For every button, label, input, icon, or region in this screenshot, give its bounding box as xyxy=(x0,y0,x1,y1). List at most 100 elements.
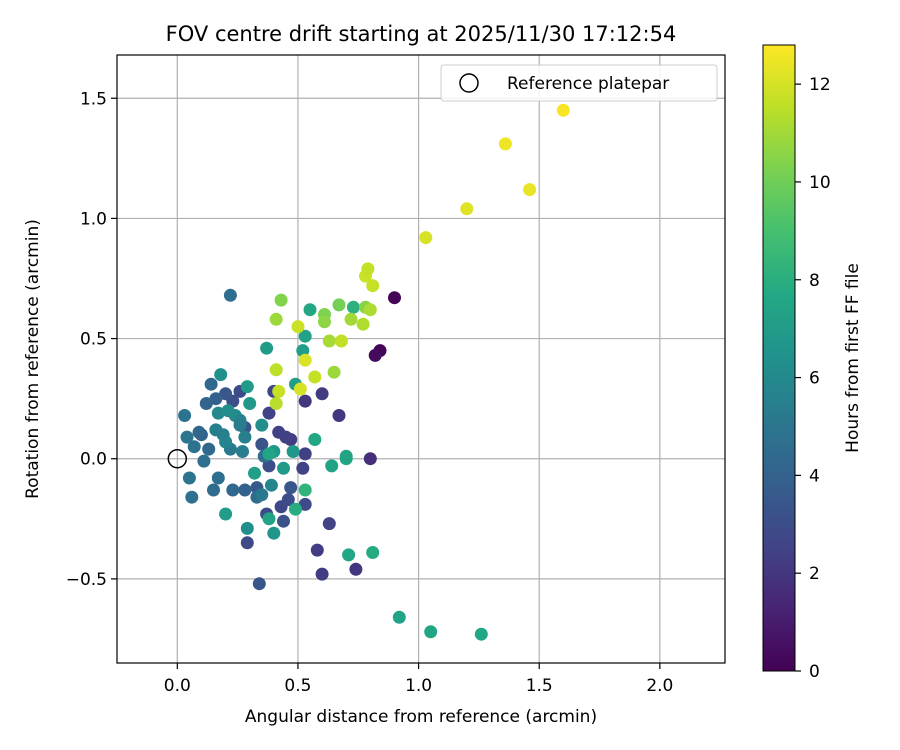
scatter-point xyxy=(460,202,474,216)
scatter-point xyxy=(207,483,220,497)
x-tick-label: 0.5 xyxy=(284,676,311,696)
plot-area: 0.0 0.5 1.0 1.5 2.0 −0.5 0.0 0.5 1.0 1.5 xyxy=(66,54,726,696)
colorbar-tick-label: 6 xyxy=(809,369,820,389)
scatter-point xyxy=(238,430,252,444)
chart-title: FOV centre drift starting at 2025/11/30 … xyxy=(166,22,677,46)
scatter-point xyxy=(392,610,406,624)
scatter-point xyxy=(344,312,358,326)
scatter-point xyxy=(419,231,433,245)
scatter-point xyxy=(238,483,252,497)
colorbar-tick-label: 2 xyxy=(809,564,820,584)
y-tick-label: 1.5 xyxy=(80,89,107,109)
x-axis-ticks: 0.0 0.5 1.0 1.5 2.0 xyxy=(164,663,673,696)
colorbar-tick-label: 10 xyxy=(809,173,831,193)
scatter-point xyxy=(274,293,288,307)
scatter-point xyxy=(322,517,336,531)
scatter-point xyxy=(272,384,286,398)
scatter-point xyxy=(204,377,218,391)
scatter-point xyxy=(327,365,341,379)
scatter-point xyxy=(293,382,307,396)
scatter-point xyxy=(277,461,290,475)
scatter-point xyxy=(197,454,211,468)
colorbar-tick-label: 8 xyxy=(809,271,820,291)
scatter-point xyxy=(356,317,370,331)
scatter-point xyxy=(291,320,305,334)
scatter-point xyxy=(349,562,363,576)
scatter-point xyxy=(240,380,254,394)
colorbar-label: Hours from first FF file xyxy=(843,263,863,453)
y-tick-label: −0.5 xyxy=(66,570,107,590)
scatter-point xyxy=(277,514,290,528)
scatter-point xyxy=(318,315,331,329)
scatter-point xyxy=(262,406,276,420)
colorbar-ticks: 0 2 4 6 8 10 12 xyxy=(795,75,831,682)
scatter-point xyxy=(366,279,380,293)
scatter-point xyxy=(298,353,312,367)
scatter-point xyxy=(281,493,295,507)
colorbar-tick-label: 12 xyxy=(809,75,831,95)
scatter-point xyxy=(388,291,401,305)
y-tick-label: 0.0 xyxy=(80,450,107,470)
scatter-point xyxy=(334,334,348,348)
scatter-point xyxy=(332,298,346,312)
scatter-point xyxy=(185,490,199,504)
scatter-point xyxy=(269,363,283,377)
scatter-point xyxy=(180,430,194,444)
x-axis-label: Angular distance from reference (arcmin) xyxy=(245,707,597,727)
y-axis-ticks: −0.5 0.0 0.5 1.0 1.5 xyxy=(66,89,117,590)
scatter-point xyxy=(199,397,213,410)
scatter-point xyxy=(474,627,488,641)
scatter-point xyxy=(262,512,276,526)
scatter-point xyxy=(226,483,240,497)
scatter-point xyxy=(192,425,206,439)
colorbar: 0 2 4 6 8 10 12 Hours from first FF file xyxy=(762,44,863,682)
scatter-point xyxy=(308,370,322,384)
scatter-point xyxy=(240,521,254,535)
scatter-point xyxy=(209,423,223,437)
scatter-point xyxy=(240,536,254,550)
scatter-point xyxy=(272,425,286,439)
y-tick-label: 1.0 xyxy=(80,209,107,229)
scatter-point xyxy=(303,303,317,317)
scatter-point xyxy=(308,433,322,446)
scatter-point xyxy=(252,577,266,591)
scatter-point xyxy=(178,409,192,422)
scatter-point xyxy=(209,392,223,406)
scatter-point xyxy=(342,548,356,562)
scatter-points xyxy=(178,103,570,641)
scatter-point xyxy=(219,507,233,521)
scatter-point xyxy=(325,459,339,473)
scatter-point xyxy=(260,341,274,355)
scatter-point xyxy=(233,418,247,432)
x-tick-label: 1.0 xyxy=(405,676,432,696)
legend-label: Reference platepar xyxy=(507,74,669,94)
scatter-point xyxy=(223,288,237,302)
scatter-point xyxy=(269,312,283,326)
scatter-point xyxy=(523,183,537,197)
y-tick-label: 0.5 xyxy=(80,330,107,350)
colorbar-gradient xyxy=(762,44,796,672)
scatter-point xyxy=(267,526,281,540)
scatter-point xyxy=(363,452,377,466)
scatter-point xyxy=(298,483,312,497)
scatter-point xyxy=(556,103,570,117)
scatter-point xyxy=(298,447,312,461)
legend-box xyxy=(440,64,718,102)
scatter-point xyxy=(264,478,278,492)
scatter-point xyxy=(366,546,380,559)
legend: Reference platepar xyxy=(440,64,718,102)
scatter-point xyxy=(346,300,360,314)
scatter-point xyxy=(289,502,302,516)
scatter-point xyxy=(298,329,312,343)
scatter-point xyxy=(332,409,346,422)
scatter-point xyxy=(284,481,298,495)
scatter-point xyxy=(262,459,276,473)
scatter-point xyxy=(298,497,312,511)
scatter-point xyxy=(286,445,300,458)
scatter-point xyxy=(368,348,382,362)
colorbar-tick-label: 4 xyxy=(809,466,820,486)
reference-marker xyxy=(167,448,188,469)
scatter-point xyxy=(255,418,269,432)
scatter-point xyxy=(498,137,512,151)
